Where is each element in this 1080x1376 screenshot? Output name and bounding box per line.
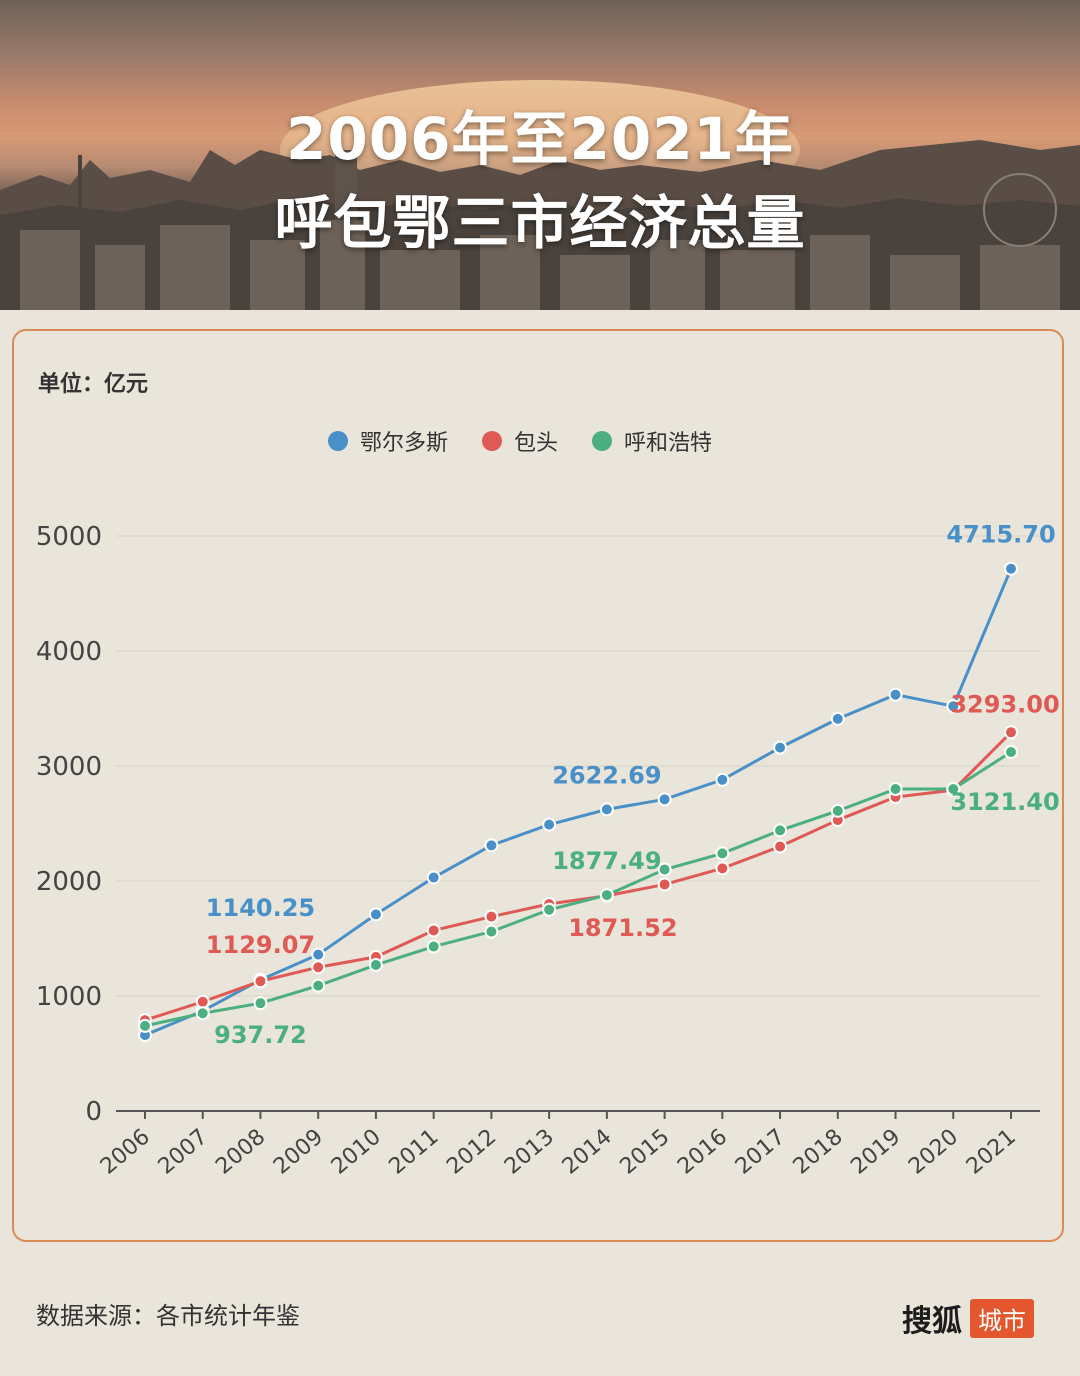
data-point [830,803,845,818]
data-label: 1877.49 [552,847,661,875]
y-tick-label: 3000 [36,752,102,782]
data-point [599,888,614,903]
data-point [426,939,441,954]
y-tick-label: 2000 [36,867,102,897]
series-line [144,568,1013,1037]
data-label: 937.72 [214,1021,307,1049]
x-tick-label: 2007 [154,1124,213,1179]
legend-item-hohhot[interactable]: 呼和浩特 [592,425,712,457]
data-point [715,846,730,861]
legend-dot [328,431,348,451]
data-point [195,994,210,1009]
x-tick-label: 2018 [789,1124,848,1179]
x-tick-label: 2015 [615,1124,674,1179]
data-point [715,861,730,876]
chart-card [12,329,1064,1242]
x-tick-label: 2014 [558,1124,617,1179]
data-source-note: 数据来源：各市统计年鉴 [36,1302,300,1330]
data-point [484,924,499,939]
data-label: 1871.52 [568,914,677,942]
data-point [657,877,672,892]
y-tick-label: 4000 [36,637,102,667]
data-point [426,923,441,938]
data-point [830,711,845,726]
legend-dot [482,431,503,451]
data-point [946,699,961,714]
header-banner: 2006年至2021年 呼包鄂三市经济总量 [0,0,1080,310]
data-point [484,909,499,924]
data-point [657,792,672,807]
data-label: 3293.00 [950,690,1059,718]
brand-logo: 搜狐 城市 [902,1296,1034,1340]
x-tick-label: 2016 [673,1124,732,1179]
data-point [1004,561,1018,576]
city-skyline-image [0,80,1080,310]
data-point [311,978,326,993]
data-point [542,902,557,917]
x-tick-label: 2020 [904,1124,963,1179]
data-point [773,839,788,854]
x-tick-label: 2012 [442,1124,501,1179]
data-point [657,862,672,877]
x-tick-label: 2013 [500,1124,559,1179]
x-tick-label: 2008 [211,1124,270,1179]
data-label: 2622.69 [552,761,661,789]
data-point [195,1006,210,1021]
data-point [484,838,499,853]
brand-name: 搜狐 [902,1304,962,1339]
legend-item-ordos[interactable]: 鄂尔多斯 [328,425,448,457]
data-label: 1129.07 [206,931,315,959]
legend-label: 呼和浩特 [624,431,713,456]
x-tick-label: 2021 [962,1124,1021,1179]
x-tick-label: 2017 [731,1124,790,1179]
y-tick-label: 0 [85,1097,102,1127]
x-tick-label: 2009 [269,1124,328,1179]
brand-tag: 城市 [970,1298,1034,1338]
legend-dot [592,431,613,451]
data-point [888,782,903,796]
series-line [144,731,1013,1022]
data-point [599,802,614,817]
data-point [311,960,326,975]
data-point [1004,725,1018,740]
x-tick-label: 2019 [846,1124,905,1179]
data-point [426,870,441,885]
title-line-2: 呼包鄂三市经济总量 [274,189,806,257]
data-point [715,772,730,787]
data-point [773,823,788,838]
chart-legend: 鄂尔多斯 包头 呼和浩特 [328,426,746,456]
x-tick-label: 2011 [385,1124,444,1179]
legend-item-baotou[interactable]: 包头 [482,425,558,457]
data-point [542,817,557,832]
data-label: 4715.70 [946,521,1055,549]
x-tick-label: 2006 [96,1124,155,1179]
unit-label: 单位：亿元 [38,372,149,397]
data-point [888,687,903,702]
data-point [368,957,383,972]
data-point [946,782,961,796]
legend-label: 鄂尔多斯 [360,431,449,456]
data-point [253,996,268,1011]
data-point [1004,745,1018,760]
data-point [368,907,383,922]
data-label: 1140.25 [206,894,315,922]
y-tick-label: 1000 [36,982,102,1012]
x-tick-label: 2010 [327,1124,386,1179]
y-tick-label: 5000 [36,522,102,552]
legend-label: 包头 [514,431,559,456]
series-line [144,750,1012,1028]
data-point [138,1018,152,1033]
data-point [773,740,788,755]
title-line-1: 2006年至2021年 [286,105,794,173]
data-label: 3121.40 [950,788,1059,816]
data-point [253,974,268,989]
